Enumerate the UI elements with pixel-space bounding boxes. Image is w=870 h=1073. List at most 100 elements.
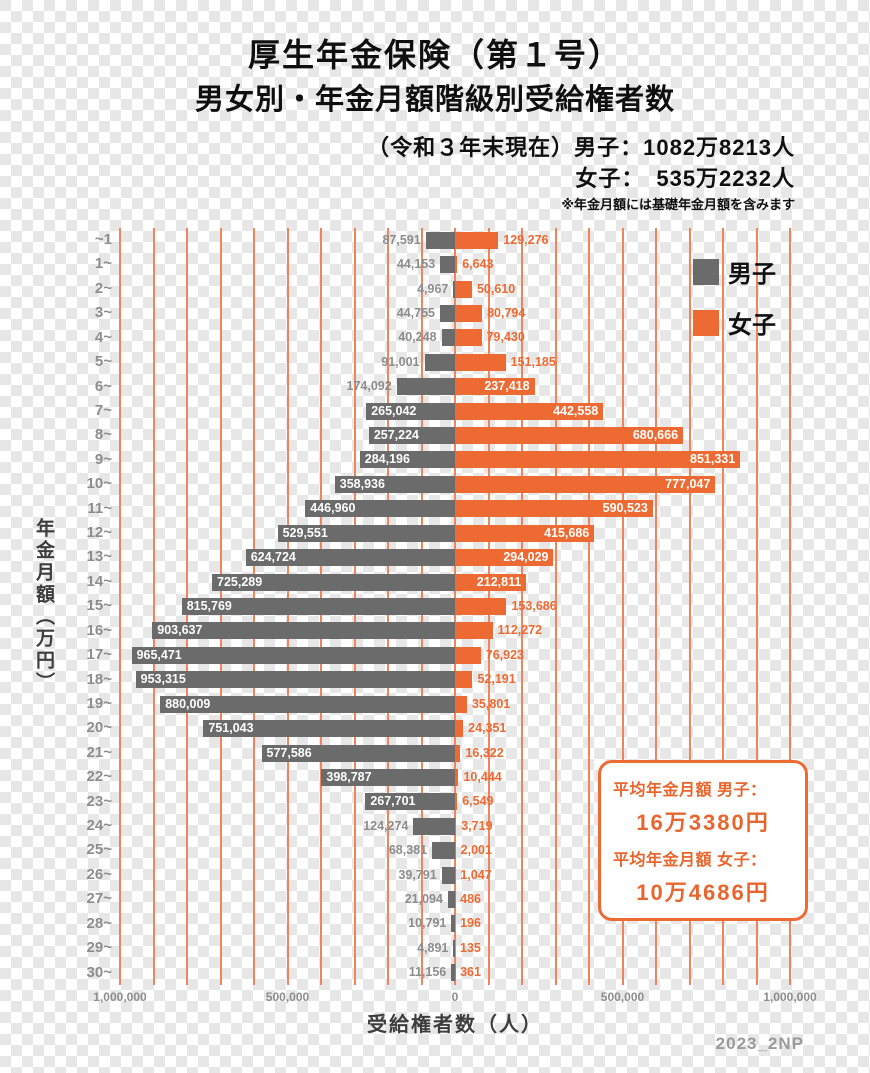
chart-row: 22~ 398,787 10,444 [87,765,790,789]
female-bar [455,256,458,274]
category-label: 21~ [86,743,112,761]
male-bar [203,720,455,738]
chart-row: 10~ 358,936 777,047 [87,472,790,496]
male-bar-value: 446,960 [310,501,356,516]
average-female-label: 平均年金月額 女子： [613,852,767,869]
female-bar-value: 361 [460,965,481,980]
male-bar-value: 44,755 [396,305,436,320]
female-bar-value: 135 [460,940,481,955]
female-bar [455,231,499,249]
male-bar-value: 174,092 [346,379,392,394]
male-bar-value: 21,094 [404,892,443,907]
category-label: 25~ [86,841,112,859]
female-bar [455,720,464,738]
female-bar-value: 76,923 [485,647,524,662]
x-axis-ticks: 1,000,000 500,000 0 500,000 1,000,000 [0,990,870,1006]
chart-row: 8~ 257,224 680,666 [95,423,790,447]
category-label: 3~ [94,304,112,322]
watermark: 2023_2NP [715,1034,804,1053]
gridline [789,228,791,985]
male-bar [321,768,455,786]
female-bar [455,427,684,445]
chart-row: 5~ 91,001 151,185 [95,350,790,374]
page-title: 厚生年金保険（第１号） [247,37,622,73]
male-bar-value: 44,153 [396,257,436,272]
male-bar [425,231,455,249]
male-bar-value: 91,001 [381,354,420,369]
male-bar [152,622,455,640]
gridline [688,228,691,985]
male-bar-value: 267,701 [370,794,416,809]
female-bar-value: 52,191 [477,672,516,687]
category-label: 4~ [94,328,112,346]
chart-row: 21~ 577,586 16,322 [87,741,790,765]
female-bar-value: 1,047 [460,867,492,882]
male-bar-value: 40,248 [398,330,437,345]
male-bar [447,891,455,909]
gridline [755,228,758,985]
category-label: 15~ [86,597,112,615]
male-bar-value: 68,381 [388,843,428,858]
chart-row: 27~ 21,094 486 [87,887,790,911]
chart-row: 26~ 39,791 1,047 [87,863,790,887]
chart-row: 13~ 624,724 294,029 [87,545,790,569]
chart-row: 18~ 953,315 52,191 [87,668,790,692]
female-bar [455,646,481,664]
x-tick: 0 [451,990,459,1004]
chart-row: 15~ 815,769 153,686 [87,594,790,618]
female-bar-value: 10,444 [463,769,502,784]
male-bar-value: 284,196 [364,452,410,467]
female-bar-value: 680,666 [632,428,679,443]
chart-row: 20~ 751,043 24,351 [87,716,790,740]
female-bar-value: 112,272 [497,623,543,638]
category-label: 2~ [94,279,112,297]
female-bar-value: 6,643 [462,257,494,272]
chart-row: 17~ 965,471 76,923 [87,643,790,667]
female-bar-value: 151,185 [510,354,556,369]
female-bar [455,793,458,811]
female-bar [455,524,595,542]
x-tick: 500,000 [265,990,310,1004]
chart-row: 24~ 124,274 3,719 [87,814,790,838]
male-bar [441,866,455,884]
category-label: 6~ [94,377,112,395]
female-bar [455,744,461,762]
male-bar [131,646,455,664]
male-bar [135,671,455,689]
chart-row: 23~ 267,701 6,549 [87,790,790,814]
male-bar-value: 725,289 [217,574,263,589]
x-axis-label: 受給権者数（人） [367,1014,543,1036]
male-bar-value: 11,156 [408,965,447,980]
male-bar [181,597,455,615]
male-bar [440,304,455,322]
male-bar-value: 87,591 [382,232,421,247]
male-bar-value: 577,586 [266,745,312,760]
chart-row: 19~ 880,009 35,801 [87,692,790,716]
category-label: ~1 [94,231,112,248]
average-female-value: 10万4686円 [636,880,770,905]
female-bar-value: 79,430 [486,330,525,345]
chart-row: 16~ 903,637 112,272 [87,619,790,643]
chart-row: 25~ 68,381 2,001 [87,838,790,862]
chart-row: 29~ 4,891 135 [87,936,790,960]
gridline [621,228,624,985]
category-label: 22~ [86,768,112,786]
female-bar [455,500,653,518]
category-label: 16~ [86,621,112,639]
category-label: 5~ [94,353,112,371]
plot-area: ~1 87,591 129,276 1~ 44,153 6,643 2~ 4,967 50,61… [87,228,791,985]
female-bar [455,378,535,396]
female-bar [455,451,741,469]
male-bar-value: 953,315 [140,672,186,687]
female-bar [455,402,604,420]
male-bar [396,378,455,396]
male-bar [366,402,455,420]
female-bar [455,597,507,615]
female-bar-value: 851,331 [690,452,736,467]
female-bar-value: 442,558 [553,403,599,418]
average-annotation-box: 平均年金月額 男子： 16万3380円 平均年金月額 女子： 10万4686円 [598,760,808,921]
legend-label-female: 女子 [728,312,776,339]
female-bar [455,671,473,689]
male-total: （令和３年末現在）男子：1082万8213人 [367,135,795,160]
male-bar [440,256,455,274]
